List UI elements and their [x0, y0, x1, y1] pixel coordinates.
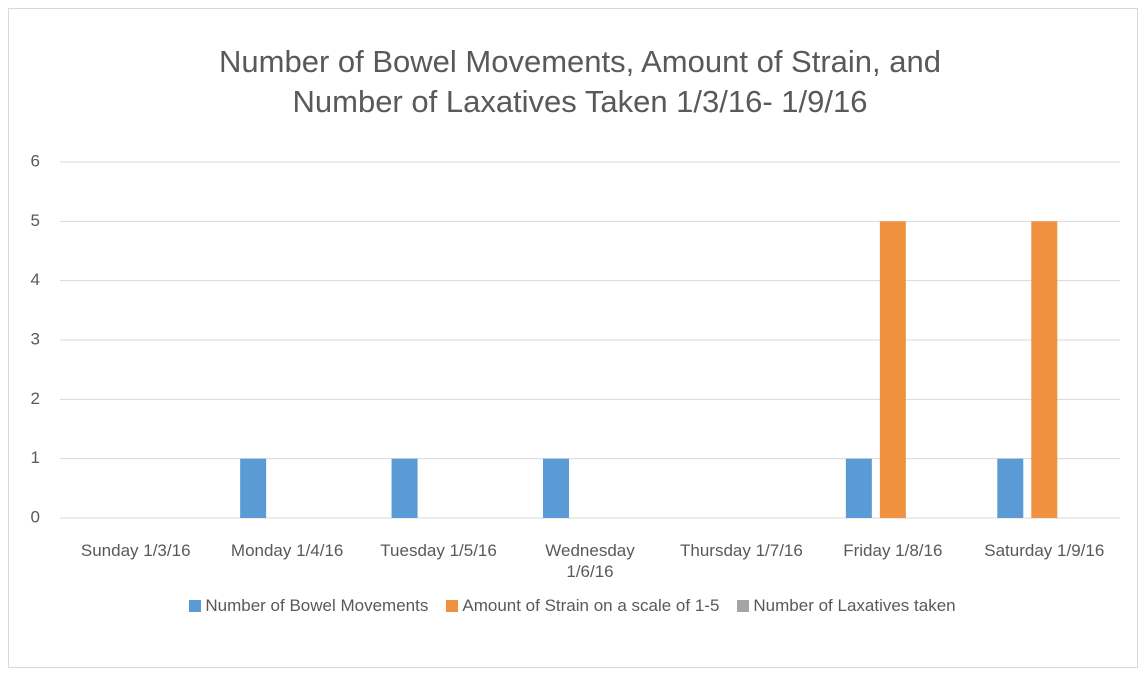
bar	[543, 458, 569, 518]
chart-frame	[8, 8, 1138, 668]
legend-swatch	[189, 600, 202, 612]
x-tick-label: Friday 1/8/16	[843, 541, 943, 560]
legend-swatch	[446, 600, 459, 612]
bar	[879, 221, 906, 519]
bar	[845, 458, 872, 518]
legend-swatch	[737, 600, 750, 612]
x-tick-label: Monday 1/4/16	[230, 541, 344, 560]
x-tick-label: Tuesday 1/5/16	[380, 541, 497, 560]
legend-item: Amount of Strain on a scale of 1-5	[446, 596, 719, 616]
y-tick-label: 0	[31, 507, 40, 526]
x-tick-label: Sunday 1/3/16	[80, 541, 191, 560]
bar	[1031, 221, 1058, 519]
bar	[391, 458, 418, 518]
legend-label: Amount of Strain on a scale of 1-5	[462, 596, 720, 615]
legend-item: Number of Bowel Movements	[189, 596, 428, 616]
x-tick-label: Wednesday 1/6/16	[545, 541, 635, 581]
y-tick-label: 3	[31, 329, 40, 348]
bar	[997, 458, 1024, 518]
y-tick-label: 4	[31, 270, 40, 289]
x-tick-label: Thursday 1/7/16	[679, 541, 803, 560]
x-tick-label: Saturday 1/9/16	[984, 541, 1105, 560]
bar	[240, 458, 267, 518]
y-tick-label: 2	[31, 389, 40, 408]
chart-title: Number of Bowel Movements, Amount of Str…	[219, 44, 941, 119]
legend-label: Number of Laxatives taken	[753, 596, 956, 615]
y-tick-label: 5	[31, 211, 40, 230]
y-tick-label: 1	[31, 448, 40, 467]
y-tick-label: 6	[31, 151, 40, 170]
legend-label: Number of Bowel Movements	[205, 596, 429, 615]
legend: Number of Bowel Movements Amount of Strai…	[0, 596, 1145, 616]
legend-item: Number of Laxatives taken	[737, 596, 956, 616]
